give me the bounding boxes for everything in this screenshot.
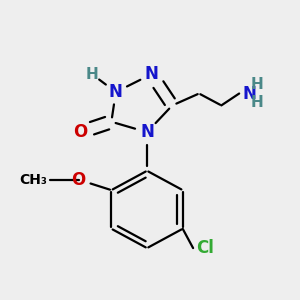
Text: N: N <box>140 123 154 141</box>
Text: Cl: Cl <box>196 239 214 257</box>
Text: H: H <box>251 77 264 92</box>
Text: N: N <box>145 65 158 83</box>
Text: H: H <box>86 67 98 82</box>
Text: N: N <box>242 85 256 103</box>
Text: O: O <box>73 123 87 141</box>
Text: H: H <box>251 95 264 110</box>
Text: N: N <box>109 83 123 101</box>
Text: CH₃: CH₃ <box>20 173 47 187</box>
Text: O: O <box>71 171 86 189</box>
